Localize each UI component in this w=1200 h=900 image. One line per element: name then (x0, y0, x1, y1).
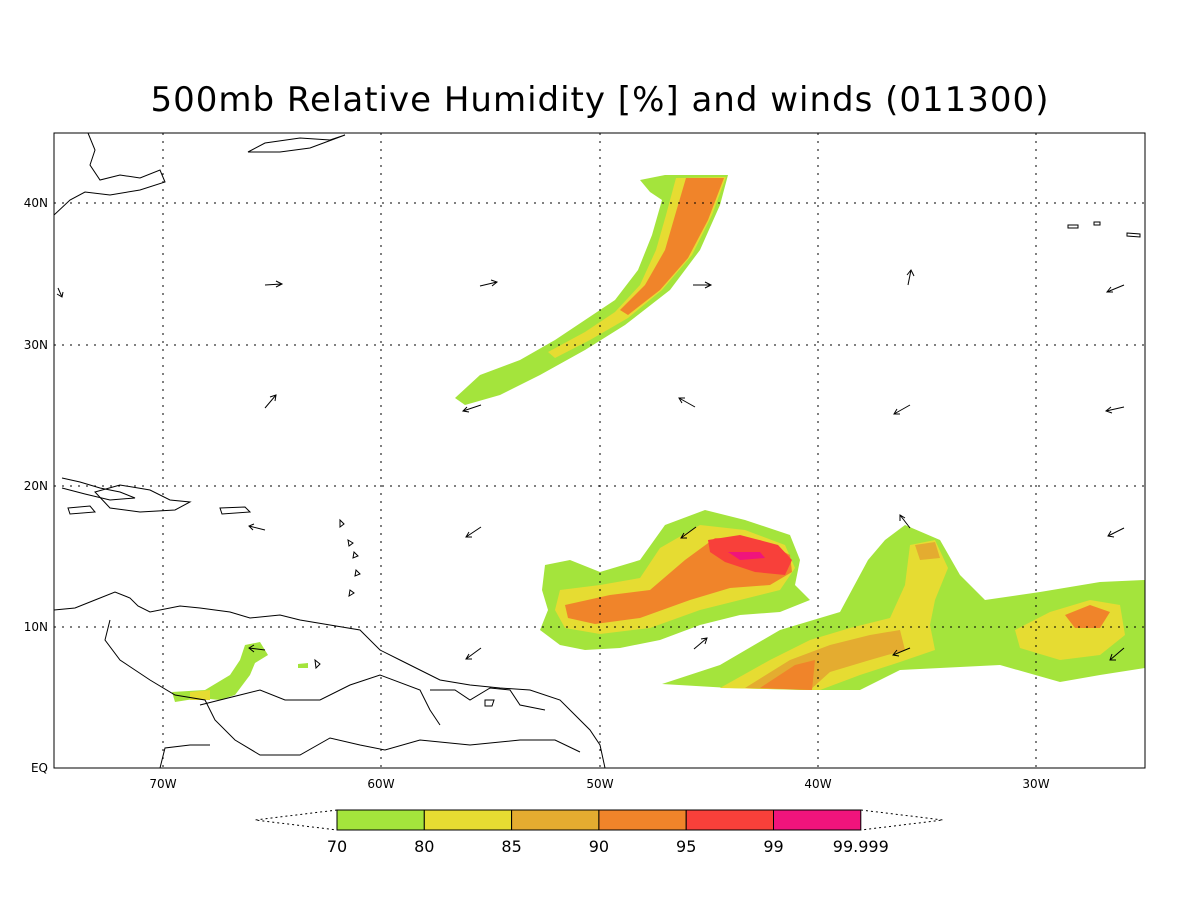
wind-arrow (465, 526, 482, 538)
colorbar-swatch (423, 809, 513, 831)
coastline-venezuela-border (199, 674, 441, 726)
wind-arrows (56, 269, 1125, 661)
lon-tick-label: 60W (367, 777, 394, 791)
lat-tick-label: EQ (31, 761, 48, 775)
coastline-cuba (61, 477, 136, 501)
colorbar-swatch (336, 809, 425, 831)
wind-arrow (264, 394, 277, 409)
colorbar-right-triangle (860, 809, 944, 831)
wind-arrow (461, 404, 482, 413)
colorbar-swatch (598, 809, 687, 831)
gridlines (54, 133, 1145, 768)
wind-arrow (899, 514, 911, 529)
lat-tick-label: 40N (24, 196, 48, 210)
plot-frame (53, 132, 1146, 769)
colorbar-swatch (773, 809, 862, 831)
wind-arrow (678, 397, 696, 408)
lat-tick-label: 10N (24, 620, 48, 634)
colorbar-labels: 70 80 85 90 95 99 99.999 (327, 837, 889, 856)
wind-arrow (264, 280, 284, 288)
island-5 (348, 589, 355, 597)
coastline-nova-scotia (247, 134, 346, 153)
island-4 (354, 568, 361, 577)
island-azores-3 (1126, 232, 1141, 238)
island-7 (484, 699, 495, 707)
colorbar-left-triangle (254, 809, 338, 831)
coastline-jamaica (67, 505, 97, 515)
colorbar-swatch (511, 809, 600, 831)
wind-arrow (893, 404, 911, 415)
colorbar-level-label: 85 (501, 837, 521, 856)
island-6 (314, 658, 321, 670)
rh-patch-caribbean-80 (190, 690, 210, 700)
wind-arrow (680, 526, 697, 539)
lon-tick-label: 70W (149, 777, 176, 791)
coastline-south-america (54, 591, 606, 768)
coastline-puerto-rico (219, 506, 252, 515)
coastline-us-east (54, 133, 166, 216)
lon-tick-label: 30W (1022, 777, 1049, 791)
rh-blob-central-99 (728, 552, 765, 560)
wind-arrow (465, 647, 482, 660)
coastline-inland-border (104, 619, 581, 756)
colorbar-level-label: 99 (763, 837, 783, 856)
wind-arrow (479, 279, 499, 287)
wind-arrow (906, 269, 915, 286)
wind-arrow (1104, 406, 1125, 414)
colorbar-boxes (336, 809, 862, 831)
coastline-bottom-left (159, 744, 210, 768)
humidity-contours (172, 175, 1145, 702)
island-2 (347, 539, 354, 547)
wind-arrow (1109, 647, 1125, 661)
islands (314, 221, 1141, 707)
colorbar: 70 80 85 90 95 99 99.999 (254, 809, 944, 856)
axis-labels: 70W 60W 50W 40W 30W EQ 10N 20N 30N 40N (24, 196, 1050, 791)
lat-tick-label: 30N (24, 338, 48, 352)
rh-band-north-70 (455, 175, 728, 405)
rh-band-north-90 (620, 178, 724, 315)
rh-band-se-90b (1065, 605, 1110, 628)
colorbar-level-label: 95 (676, 837, 696, 856)
rh-band-se-90 (760, 660, 815, 690)
wind-arrow (693, 281, 713, 289)
wind-arrow (892, 647, 911, 657)
wind-arrow (1105, 284, 1125, 293)
colorbar-level-label: 70 (327, 837, 347, 856)
wind-arrow (248, 644, 266, 653)
wind-arrow (1107, 527, 1125, 538)
rh-band-se-85b (915, 542, 940, 560)
island-azores-1 (1067, 224, 1079, 229)
map-title: 500mb Relative Humidity [%] and winds (0… (150, 80, 1050, 120)
wind-arrow (693, 637, 708, 650)
lat-tick-label: 20N (24, 479, 48, 493)
coastline-guyana-border (430, 687, 546, 711)
colorbar-level-label: 99.999 (833, 837, 889, 856)
coastline-hispaniola (94, 484, 192, 513)
coastlines (54, 133, 606, 768)
lon-tick-label: 50W (586, 777, 613, 791)
island-3 (352, 550, 359, 559)
rh-patch-small (298, 663, 308, 668)
colorbar-level-label: 80 (414, 837, 434, 856)
colorbar-swatch (685, 809, 775, 831)
island-azores-2 (1093, 221, 1101, 226)
lon-tick-label: 40W (804, 777, 831, 791)
colorbar-level-label: 90 (589, 837, 609, 856)
wind-arrow (56, 287, 64, 298)
rh-patch-caribbean (172, 642, 268, 702)
wind-arrow (248, 523, 266, 531)
island-1 (339, 518, 345, 528)
